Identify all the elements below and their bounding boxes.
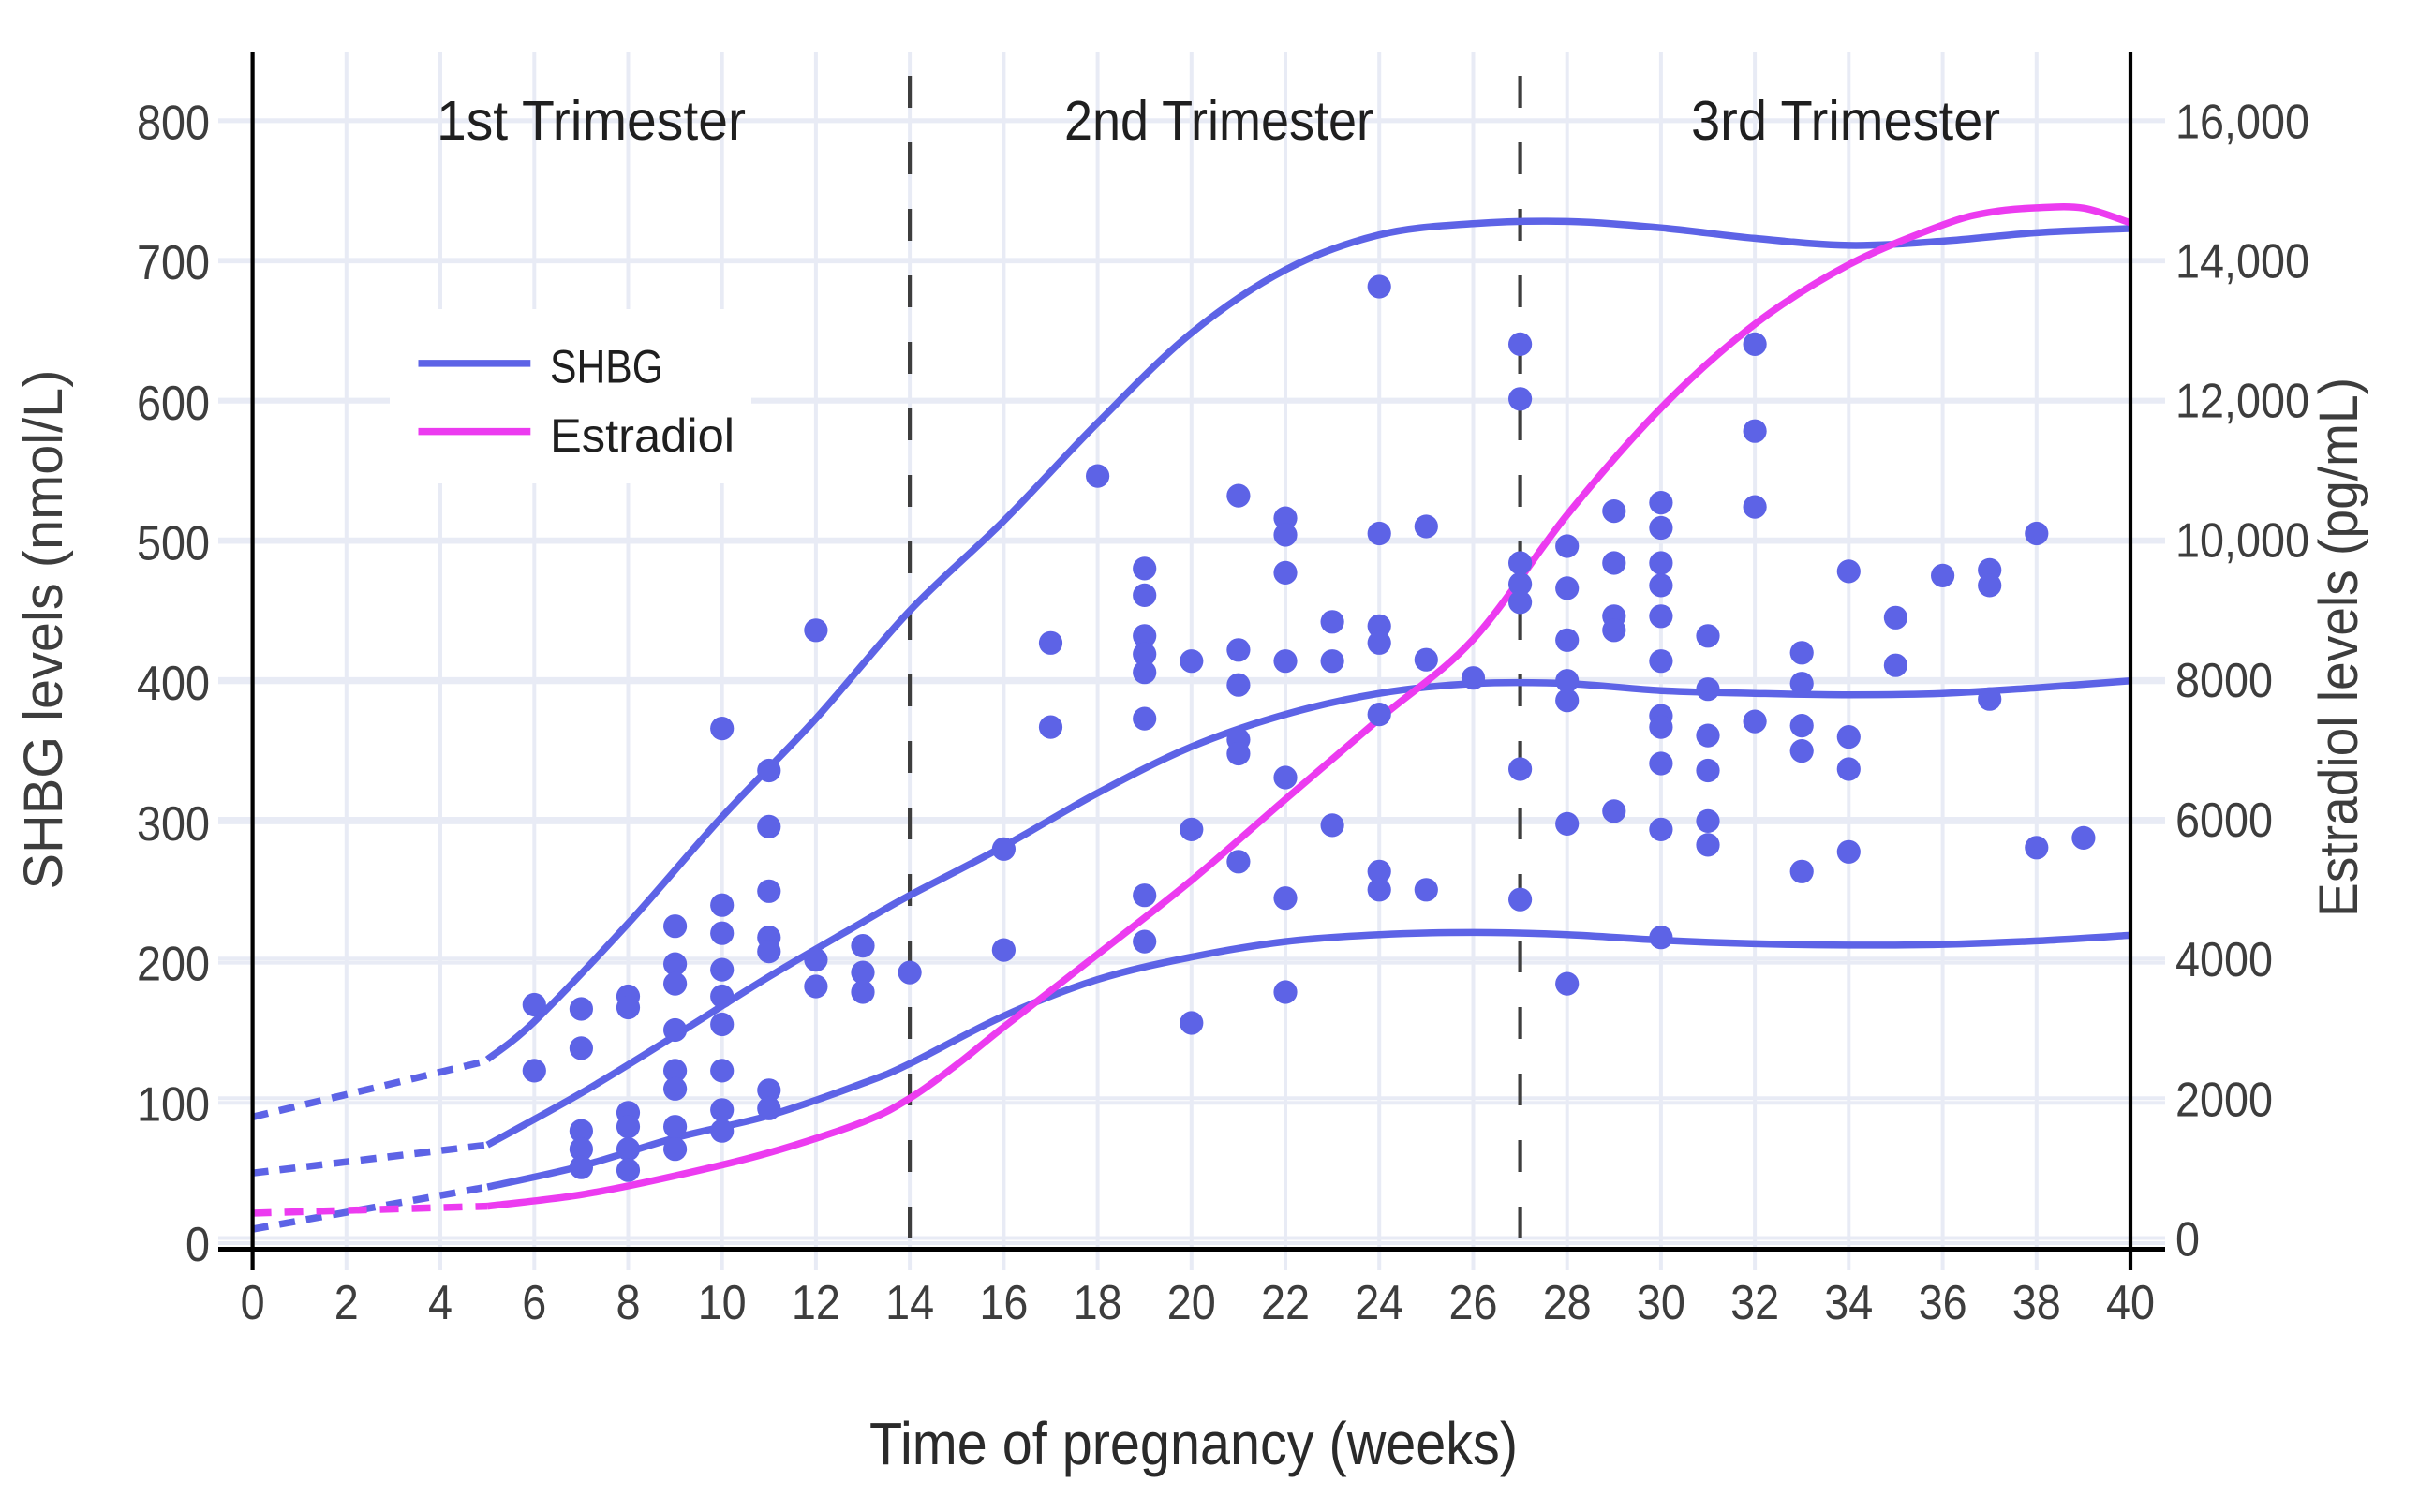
svg-text:32: 32 [1730, 1276, 1779, 1330]
svg-text:500: 500 [137, 517, 210, 571]
svg-text:2nd Trimester: 2nd Trimester [1064, 90, 1373, 152]
svg-text:26: 26 [1449, 1276, 1498, 1330]
svg-text:600: 600 [137, 377, 210, 431]
svg-text:36: 36 [1919, 1276, 1967, 1330]
svg-text:Estradiol: Estradiol [550, 409, 735, 462]
svg-text:38: 38 [2012, 1276, 2061, 1330]
svg-text:12,000: 12,000 [2175, 375, 2309, 429]
svg-text:24: 24 [1355, 1276, 1403, 1330]
svg-text:700: 700 [137, 236, 210, 290]
svg-text:30: 30 [1637, 1276, 1685, 1330]
svg-text:10: 10 [698, 1276, 747, 1330]
svg-text:Estradiol levels (pg/mL): Estradiol levels (pg/mL) [2308, 378, 2369, 917]
svg-text:10,000: 10,000 [2175, 514, 2309, 569]
svg-text:28: 28 [1543, 1276, 1592, 1330]
svg-text:300: 300 [137, 797, 210, 852]
svg-text:8000: 8000 [2175, 654, 2273, 708]
svg-text:8: 8 [616, 1276, 641, 1330]
svg-text:200: 200 [137, 938, 210, 992]
svg-text:40: 40 [2106, 1276, 2155, 1330]
svg-text:16,000: 16,000 [2175, 95, 2309, 149]
svg-text:4: 4 [428, 1276, 453, 1330]
svg-text:1st Trimester: 1st Trimester [437, 90, 746, 152]
svg-text:0: 0 [186, 1218, 210, 1272]
svg-text:4000: 4000 [2175, 933, 2273, 987]
svg-text:16: 16 [979, 1276, 1028, 1330]
svg-text:6: 6 [522, 1276, 546, 1330]
svg-text:18: 18 [1074, 1276, 1122, 1330]
svg-text:6000: 6000 [2175, 793, 2273, 848]
svg-text:Time of pregnancy (weeks): Time of pregnancy (weeks) [869, 1410, 1518, 1477]
svg-text:12: 12 [792, 1276, 840, 1330]
svg-text:22: 22 [1261, 1276, 1310, 1330]
svg-text:20: 20 [1167, 1276, 1216, 1330]
svg-text:2000: 2000 [2175, 1073, 2273, 1127]
svg-text:SHBG levels (nmol/L): SHBG levels (nmol/L) [13, 370, 74, 890]
svg-text:SHBG: SHBG [550, 341, 663, 393]
svg-text:100: 100 [137, 1077, 210, 1132]
svg-text:800: 800 [137, 96, 210, 150]
svg-text:0: 0 [241, 1276, 265, 1330]
svg-text:3rd Trimester: 3rd Trimester [1691, 90, 2000, 152]
svg-text:400: 400 [137, 657, 210, 711]
svg-text:34: 34 [1824, 1276, 1873, 1330]
svg-text:14: 14 [885, 1276, 934, 1330]
svg-text:2: 2 [334, 1276, 359, 1330]
svg-text:0: 0 [2175, 1213, 2200, 1267]
svg-text:14,000: 14,000 [2175, 234, 2309, 289]
